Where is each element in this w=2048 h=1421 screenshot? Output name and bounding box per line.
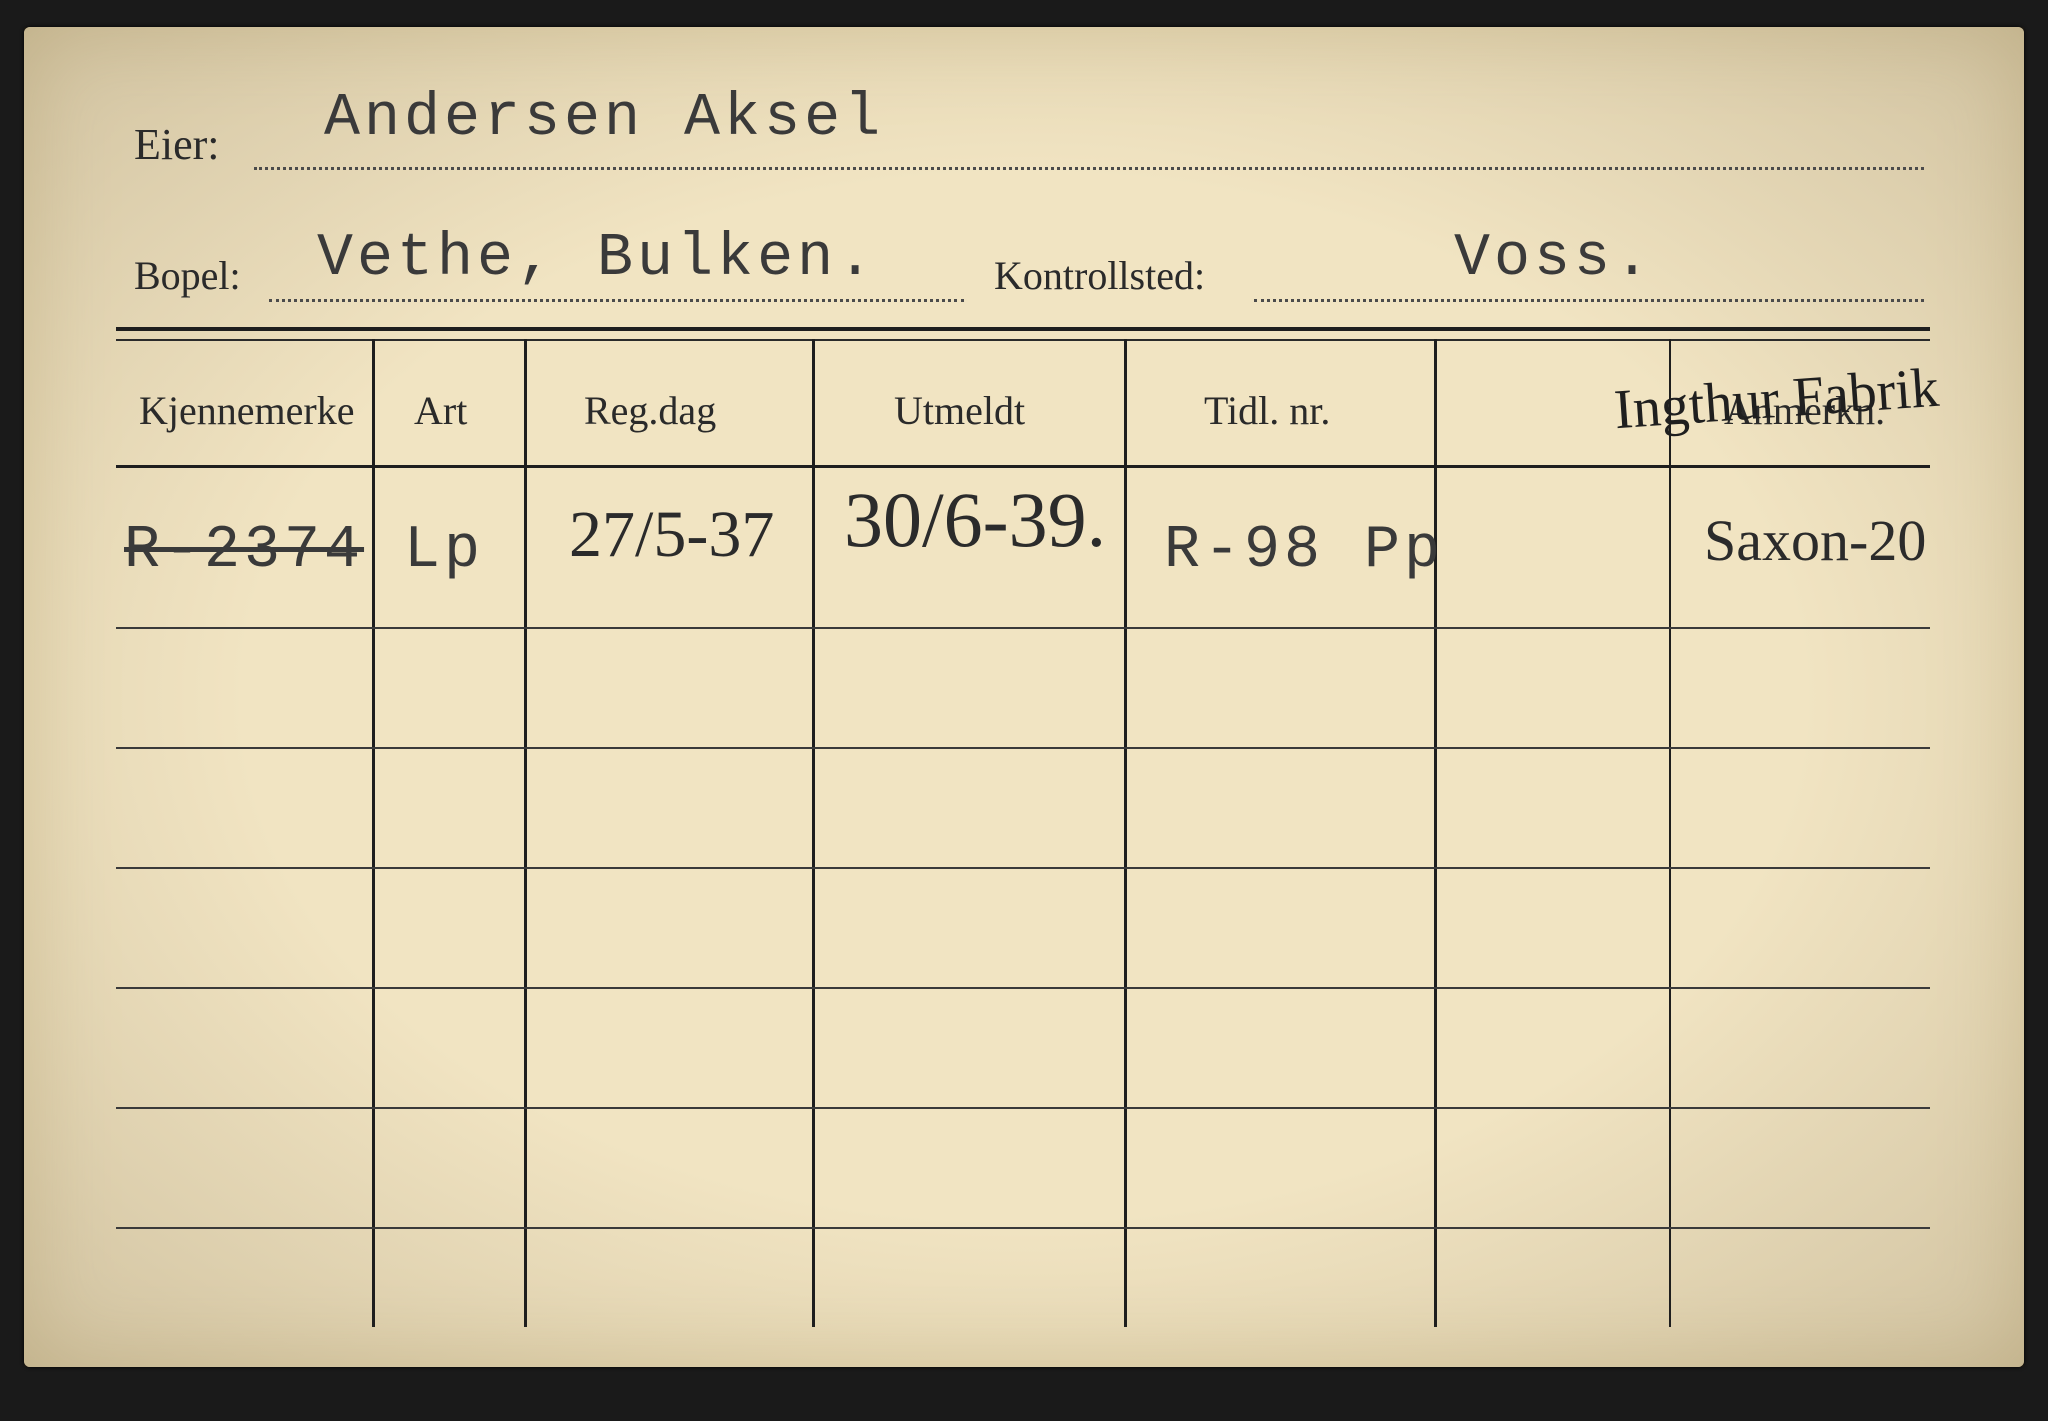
row-line-5 bbox=[116, 1107, 1930, 1109]
vrule-4 bbox=[1124, 339, 1127, 1327]
value-bopel: Vethe, Bulken. bbox=[317, 225, 877, 293]
vrule-1 bbox=[372, 339, 375, 1327]
vrule-5 bbox=[1434, 339, 1437, 1327]
double-rule-top bbox=[116, 327, 1930, 331]
col-utmeldt: Utmeldt bbox=[894, 387, 1025, 434]
vrule-6 bbox=[1669, 339, 1671, 1327]
dotline-eier bbox=[254, 167, 1924, 170]
row1-regdag: 27/5-37 bbox=[569, 497, 774, 573]
value-kontrollsted: Voss. bbox=[1454, 225, 1654, 293]
row1-art: Lp bbox=[404, 517, 484, 585]
index-card: Eier: Andersen Aksel Bopel: Vethe, Bulke… bbox=[24, 27, 2024, 1367]
col-kjennemerke: Kjennemerke bbox=[139, 387, 354, 434]
vrule-3 bbox=[812, 339, 815, 1327]
dotline-kontrollsted bbox=[1254, 299, 1924, 302]
dotline-bopel bbox=[269, 299, 964, 302]
row-line-3 bbox=[116, 867, 1930, 869]
header-divider bbox=[116, 465, 1930, 468]
label-kontrollsted: Kontrollsted: bbox=[994, 252, 1205, 299]
row-line-2 bbox=[116, 747, 1930, 749]
value-eier: Andersen Aksel bbox=[324, 85, 884, 153]
row1-anmerkn: Saxon-20 bbox=[1704, 507, 1926, 574]
row1-utmeldt: 30/6-39. bbox=[844, 475, 1106, 565]
row-line-4 bbox=[116, 987, 1930, 989]
row-line-1 bbox=[116, 627, 1930, 629]
row1-kjennemerke: R-2374 bbox=[124, 517, 364, 585]
col-art: Art bbox=[414, 387, 467, 434]
col-regdag: Reg.dag bbox=[584, 387, 716, 434]
vrule-2 bbox=[524, 339, 527, 1327]
col-tidlnr: Tidl. nr. bbox=[1204, 387, 1330, 434]
double-rule-bottom bbox=[116, 339, 1930, 341]
label-eier: Eier: bbox=[134, 119, 220, 170]
row-line-6 bbox=[116, 1227, 1930, 1229]
anmerkn-header-handwriting: Ingthur Fabrik bbox=[1612, 356, 1941, 443]
label-bopel: Bopel: bbox=[134, 252, 241, 299]
row1-tidlnr: R-98 Pp bbox=[1164, 517, 1444, 585]
